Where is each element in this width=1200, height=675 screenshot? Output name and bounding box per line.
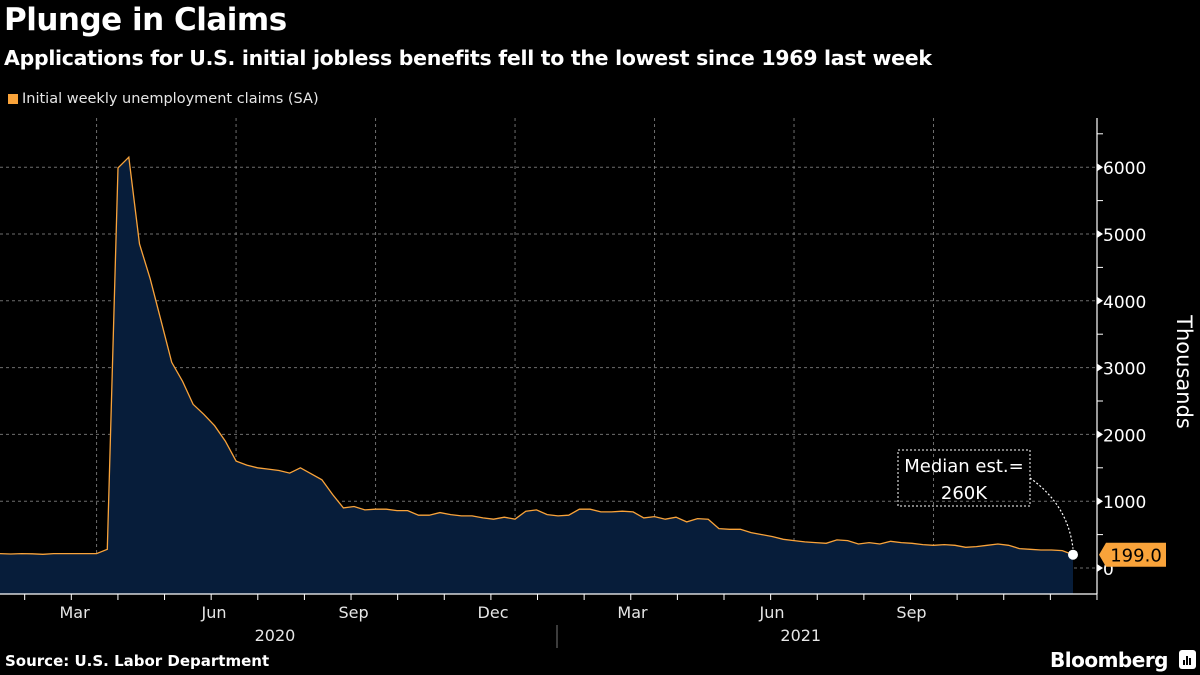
y-tick-marker bbox=[1097, 564, 1103, 572]
y-tick-label: 6000 bbox=[1103, 159, 1146, 179]
x-tick-label: Sep bbox=[896, 603, 926, 622]
y-tick-label: 2000 bbox=[1103, 426, 1146, 446]
legend: Initial weekly unemployment claims (SA) bbox=[8, 91, 319, 107]
x-year-label: 2020 bbox=[255, 626, 296, 645]
bloomberg-logo: Bloomberg bbox=[1050, 648, 1168, 672]
x-tick-label: Sep bbox=[338, 603, 368, 622]
source-note: Source: U.S. Labor Department bbox=[5, 652, 270, 670]
last-value-badge bbox=[1099, 542, 1166, 567]
x-year-label: 2021 bbox=[780, 626, 821, 645]
annotation-line2: 260K bbox=[941, 483, 988, 504]
last-value-label: 199.0 bbox=[1110, 546, 1162, 567]
chart-subtitle: Applications for U.S. initial jobless be… bbox=[4, 46, 932, 70]
y-tick-marker bbox=[1097, 430, 1103, 439]
x-tick-label: Jun bbox=[201, 603, 227, 622]
last-point-marker bbox=[1068, 549, 1078, 560]
annotation-connector bbox=[1029, 477, 1074, 549]
y-tick-marker bbox=[1097, 296, 1103, 305]
bloomberg-chart-icon bbox=[1179, 650, 1196, 669]
y-axis-label: Thousands bbox=[1172, 314, 1196, 429]
y-tick-marker bbox=[1097, 230, 1103, 238]
series-area bbox=[0, 157, 1073, 594]
chart-title: Plunge in Claims bbox=[4, 2, 287, 38]
y-tick-marker bbox=[1097, 363, 1103, 372]
y-tick-label: 5000 bbox=[1103, 226, 1146, 246]
y-tick-label: 4000 bbox=[1103, 293, 1146, 313]
legend-label: Initial weekly unemployment claims (SA) bbox=[22, 91, 319, 107]
y-tick-label: 0 bbox=[1103, 560, 1114, 580]
x-tick-label: Jun bbox=[759, 603, 785, 622]
y-tick-label: 1000 bbox=[1103, 493, 1146, 513]
x-tick-label: Dec bbox=[478, 603, 509, 622]
annotation-line1: Median est.= bbox=[904, 456, 1024, 477]
y-tick-label: 3000 bbox=[1103, 360, 1146, 380]
series-line bbox=[0, 155, 1074, 556]
x-tick-label: Mar bbox=[617, 603, 648, 622]
legend-swatch bbox=[8, 94, 18, 104]
y-tick-marker bbox=[1097, 497, 1103, 506]
axes: 0 1000 2000 3000 4000 5000 6000 Mar Jun Sep Dec Mar… bbox=[0, 118, 1196, 648]
x-tick-label: Mar bbox=[59, 603, 90, 622]
annotations: Median est.= 260K 199.0 bbox=[897, 449, 1166, 567]
y-tick-marker bbox=[1097, 163, 1103, 172]
